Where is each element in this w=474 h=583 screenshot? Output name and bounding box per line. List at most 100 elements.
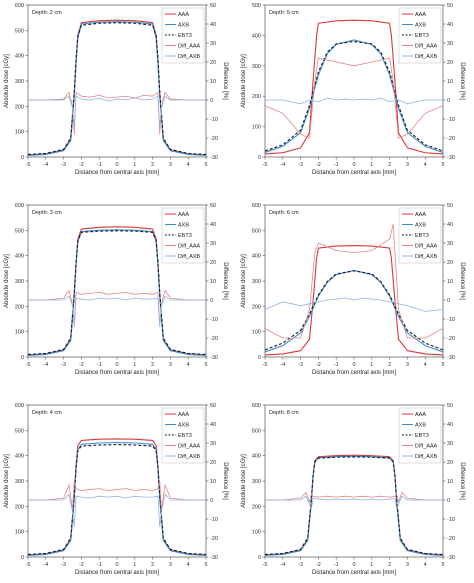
legend: AAA AXB EBT3 Diff_AAA Diff_AXB	[161, 207, 205, 264]
legend: AAA AXB EBT3 Diff_AAA Diff_AXB	[398, 7, 442, 64]
y-tick-label: 500	[252, 228, 261, 234]
y-axis-label: Absolute dose [cGy]	[4, 254, 10, 308]
y-tick-label: 500	[15, 28, 24, 34]
x-tick-label: -4	[43, 562, 48, 568]
y2-tick-label: 50	[447, 203, 453, 209]
x-tick-label: 0	[115, 162, 118, 168]
y2-tick-label: 50	[447, 3, 453, 9]
series-line-ebt3	[27, 443, 207, 556]
y-tick-label: 500	[252, 3, 261, 9]
y2-axis-label: Difference [%]	[222, 462, 228, 500]
x-tick-label: -1	[334, 362, 339, 368]
legend-label: Diff_AAA	[415, 44, 438, 50]
y-tick-label: 200	[15, 104, 24, 110]
x-tick-label: -3	[298, 162, 303, 168]
y2-tick-label: 20	[210, 460, 216, 466]
x-tick-label: -5	[263, 162, 268, 168]
x-tick-label: -3	[298, 562, 303, 568]
legend-label: AXB	[178, 223, 189, 229]
y-tick-label: 0	[21, 155, 24, 161]
y2-tick-label: 10	[210, 479, 216, 485]
x-tick-label: -2	[79, 162, 84, 168]
legend-label: AAA	[178, 12, 189, 18]
series-line-ebt3	[27, 230, 207, 356]
chart-panel-1: -5 -4 -3 -2 -1 0 1 2 3 4 50100200300400500600-30-2…	[4, 3, 228, 176]
y2-tick-label: -10	[447, 117, 455, 123]
y2-tick-label: 50	[210, 403, 216, 409]
legend-label: Diff_AAA	[178, 44, 201, 50]
y-tick-label: 300	[15, 279, 24, 285]
x-tick-label: 3	[406, 562, 409, 568]
x-tick-label: -2	[79, 562, 84, 568]
y2-tick-label: 50	[210, 203, 216, 209]
y2-tick-label: 0	[210, 498, 213, 504]
x-tick-label: 5	[204, 162, 207, 168]
legend-label: EBT3	[415, 433, 429, 439]
x-tick-label: 4	[187, 562, 190, 568]
legend: AAA AXB EBT3 Diff_AAA Diff_AXB	[161, 407, 205, 464]
x-tick-label: -1	[97, 162, 102, 168]
x-tick-label: 2	[151, 362, 154, 368]
y-axis-label: Absolute dose [cGy]	[241, 454, 247, 508]
series-line-aaa	[264, 454, 444, 556]
y2-axis-label: Difference [%]	[459, 262, 465, 300]
legend-label: EBT3	[178, 233, 192, 239]
y2-tick-label: -10	[210, 117, 218, 123]
x-axis-label: Distance from central axis [mm]	[312, 570, 396, 576]
x-tick-label: -3	[61, 362, 66, 368]
x-tick-label: 0	[352, 362, 355, 368]
y2-tick-label: -20	[210, 536, 218, 542]
y-tick-label: 100	[252, 125, 261, 131]
y-tick-label: 200	[252, 94, 261, 100]
legend-label: Diff_AAA	[415, 244, 438, 250]
y2-tick-label: 40	[447, 222, 453, 228]
y-tick-label: 600	[15, 203, 24, 209]
y-tick-label: 200	[252, 504, 261, 510]
x-tick-label: 1	[133, 362, 136, 368]
x-tick-label: 3	[169, 562, 172, 568]
x-tick-label: 0	[115, 562, 118, 568]
legend-label: Diff_AXB	[415, 54, 438, 60]
y2-tick-label: 0	[210, 298, 213, 304]
series-line-ebt3	[264, 40, 444, 152]
y2-tick-label: -30	[447, 355, 455, 361]
y2-tick-label: 30	[210, 41, 216, 47]
x-axis-label: Distance from central axis [mm]	[75, 570, 159, 576]
y-tick-label: 600	[15, 3, 24, 9]
series-line-diff-axb	[265, 495, 443, 510]
legend-label: AAA	[415, 212, 426, 218]
x-tick-label: 5	[441, 362, 444, 368]
y-tick-label: 200	[252, 304, 261, 310]
x-tick-label: 5	[441, 162, 444, 168]
legend-label: AXB	[415, 223, 426, 229]
x-tick-label: 5	[204, 362, 207, 368]
legend-label: AAA	[178, 212, 189, 218]
y-tick-label: 100	[252, 330, 261, 336]
x-tick-label: 0	[352, 562, 355, 568]
x-tick-label: -1	[334, 162, 339, 168]
y-tick-label: 100	[15, 130, 24, 136]
y2-tick-label: -30	[447, 555, 455, 561]
y2-tick-label: -30	[210, 555, 218, 561]
x-tick-label: -2	[79, 362, 84, 368]
x-tick-label: 4	[187, 162, 190, 168]
legend-label: AAA	[178, 412, 189, 418]
y2-tick-label: 30	[210, 441, 216, 447]
panel-title: Depth: 5 cm	[269, 10, 299, 16]
legend-label: AXB	[178, 423, 189, 429]
chart-panel-2: -5 -4 -3 -2 -1 0 1 2 3 4 50100200300400500-30-20-1…	[241, 3, 465, 176]
x-tick-label: -5	[263, 362, 268, 368]
y2-tick-label: 30	[447, 241, 453, 247]
y2-tick-label: 30	[210, 241, 216, 247]
y-tick-label: 600	[15, 403, 24, 409]
y2-tick-label: -10	[210, 317, 218, 323]
x-tick-label: -4	[43, 362, 48, 368]
x-tick-label: -2	[316, 362, 321, 368]
x-tick-label: 2	[388, 162, 391, 168]
x-tick-label: -4	[280, 162, 285, 168]
x-tick-label: 0	[115, 362, 118, 368]
legend-label: Diff_AAA	[415, 444, 438, 450]
y-axis-label: Absolute dose [cGy]	[241, 254, 247, 308]
legend-label: Diff_AAA	[178, 244, 201, 250]
